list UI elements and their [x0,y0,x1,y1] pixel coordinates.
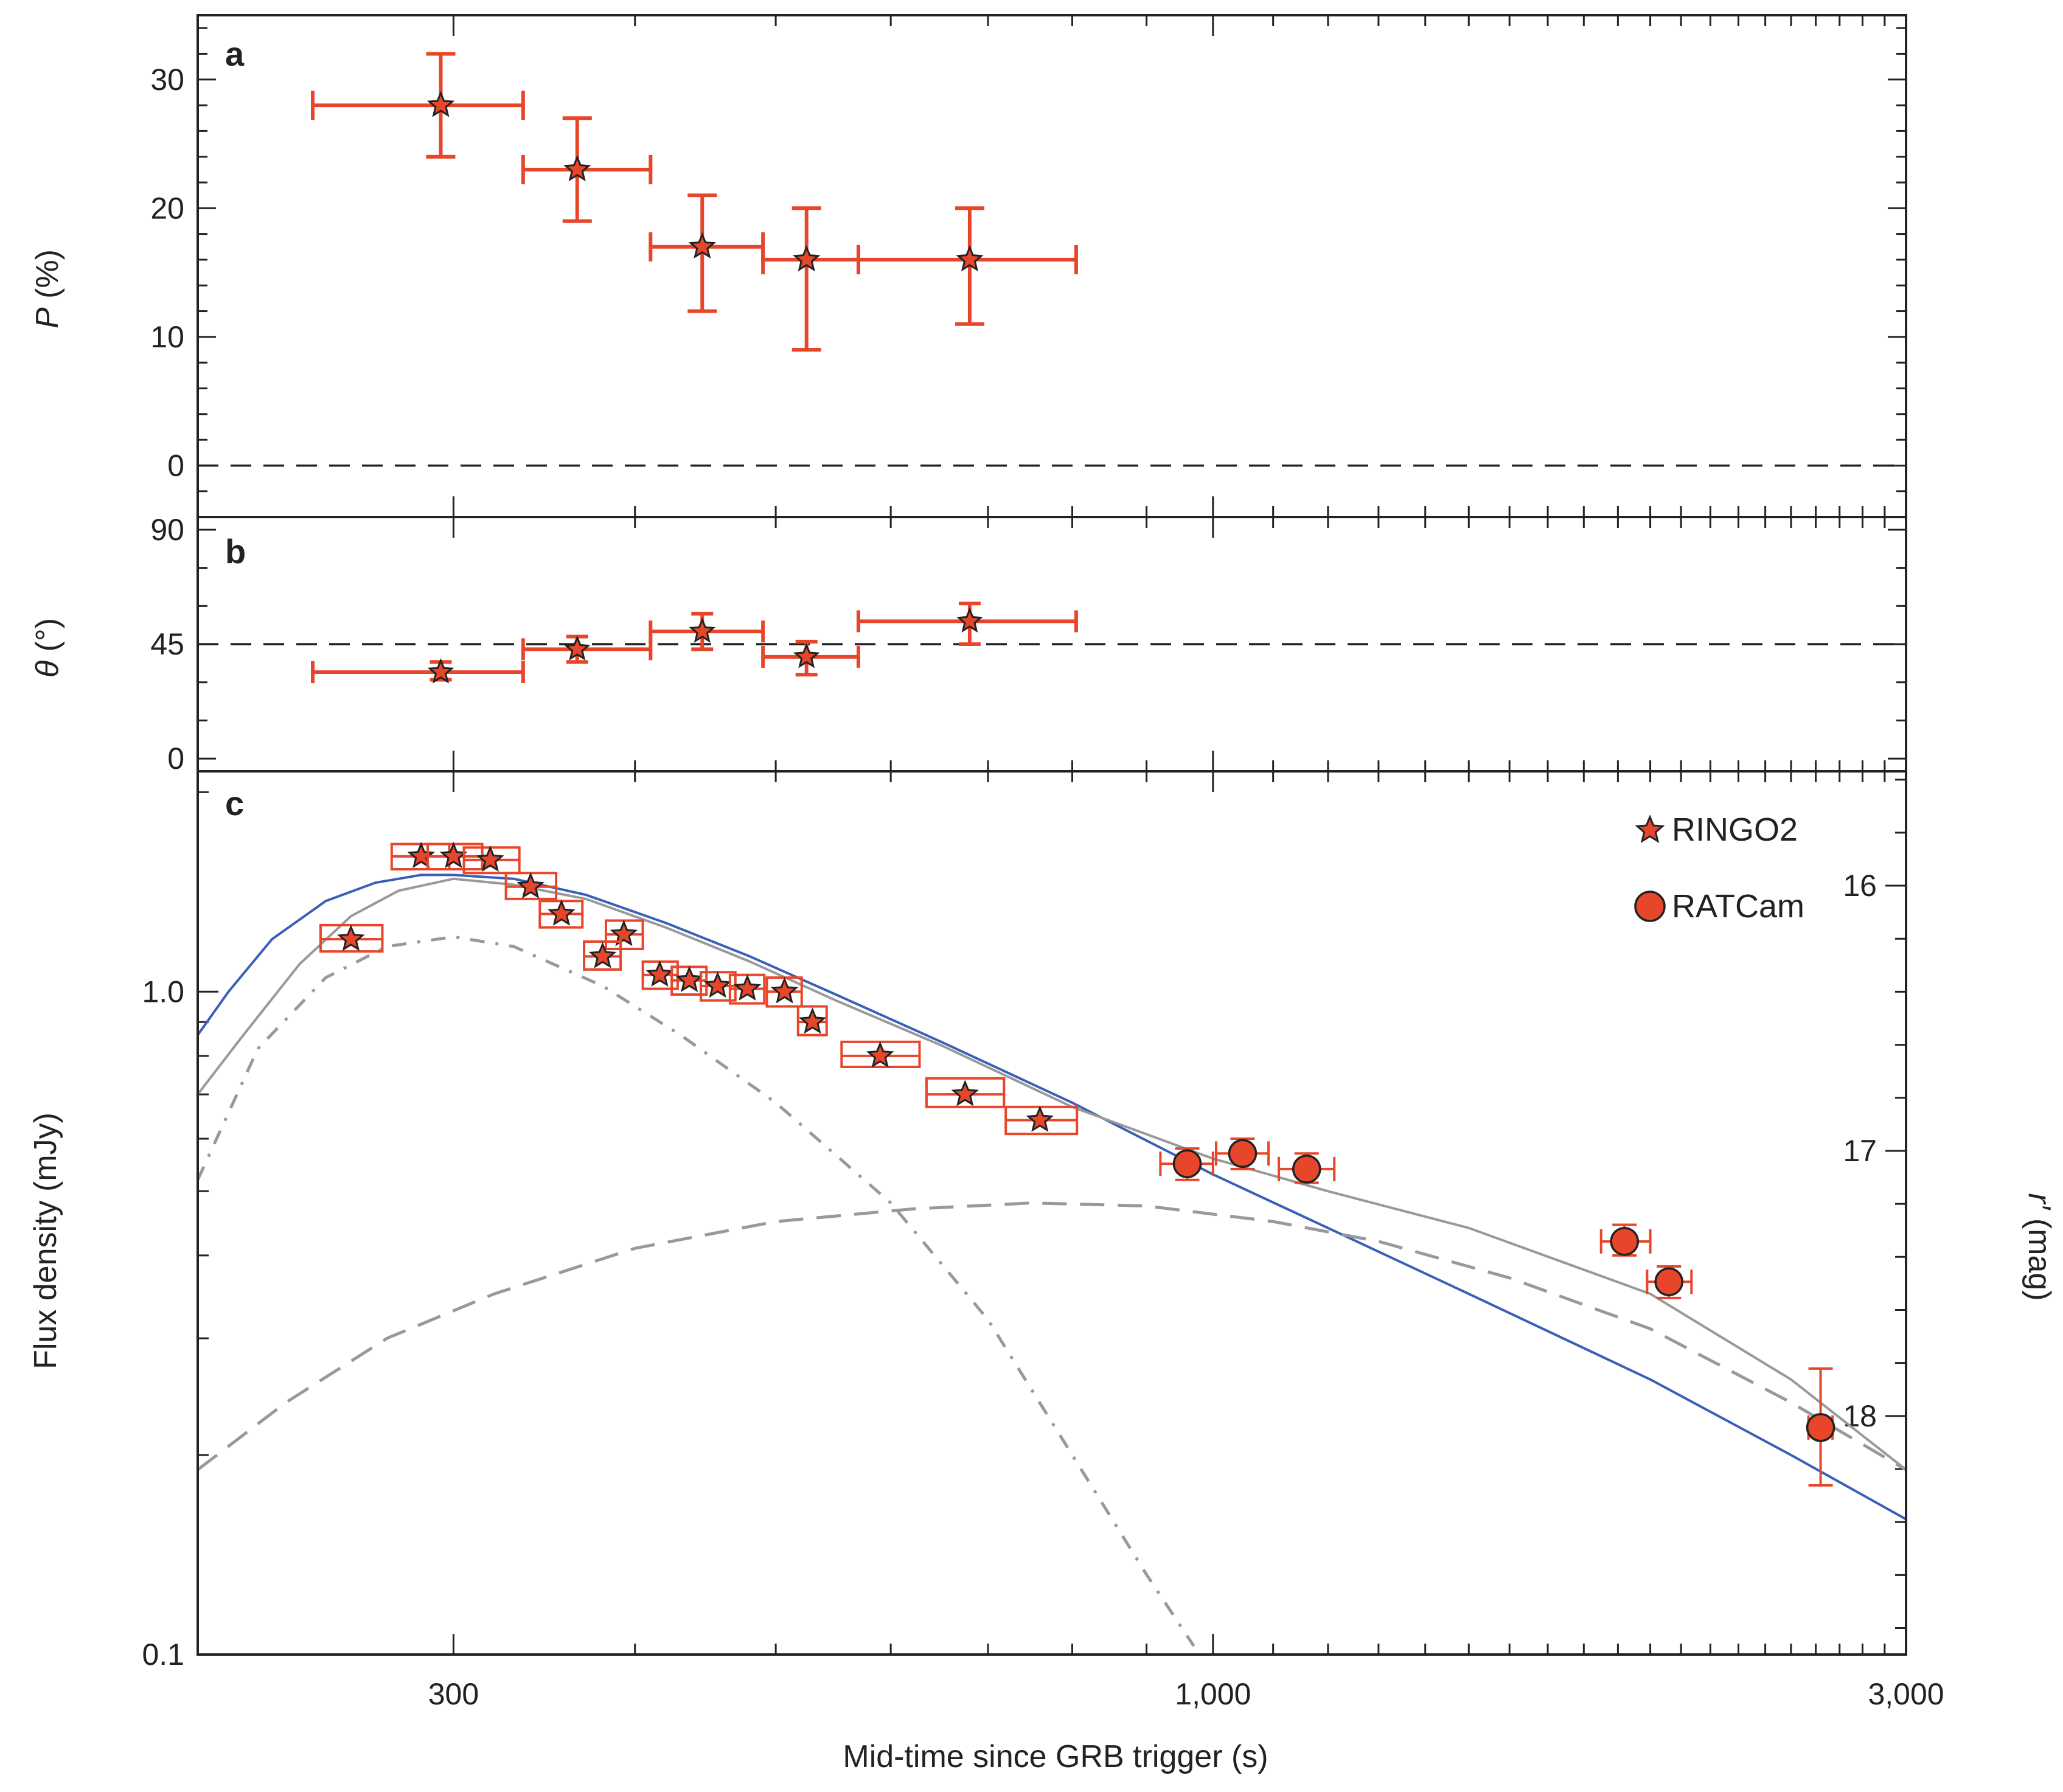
ratcam-point [1228,1139,1258,1169]
panel-b-star-point [793,642,820,669]
panel-b-ylabel: θ (°) [30,618,65,678]
panel-b-star-point [563,635,591,661]
legend-circle-icon [1634,891,1666,922]
ringo2-point [770,977,799,1004]
panel-a-ylabel-unit: (%) [30,249,65,307]
panel-c-right-tick-label: 16 [1843,869,1877,903]
legend-ringo2-marker [1635,814,1665,843]
panel-a-y-tick-label: 10 [150,320,184,354]
ringo2-point [439,841,468,869]
panel-c-x-tick-label: 300 [428,1677,479,1711]
panel-c: 300 1,000 3,000 0.1 1.0 16 17 18 c Flux density… [28,770,2057,1774]
panel-b-tag: b [225,532,246,571]
ringo2-point [337,925,365,951]
panel-b-star-point [427,658,454,684]
ringo2-point [675,965,703,993]
panel-c-right-tick-label: 18 [1843,1399,1877,1433]
ringo2-error-box [796,1005,828,1037]
ringo2-point [476,845,504,872]
panel-b-y-tick-label: 90 [150,513,184,547]
ringo2-point [548,899,576,926]
legend: RINGO2 RATCam [1634,811,1804,925]
panel-b: 0 45 90 b θ (°) [30,513,1907,776]
panel-b-plot-area: 0 45 90 [150,513,1907,776]
ringo2-point [1026,1105,1054,1132]
panel-b-y-tick-label: 0 [167,741,184,776]
panel-c-right-ylabel-symbol: r′ [2022,1193,2057,1210]
panel-b-ylabel-unit: (°) [30,618,65,661]
model-curve-grey-solid [198,877,1906,1471]
panel-a-y-tick-label: 30 [150,63,184,97]
panel-c-y-tick-label: 1.0 [142,974,184,1009]
ringo2-point [951,1080,979,1106]
panel-c-xlabel: Mid-time since GRB trigger (s) [843,1739,1268,1774]
ratcam-point [1172,1149,1202,1178]
ringo2-point [733,974,762,1001]
panel-c-x-tick-label: 3,000 [1868,1677,1944,1711]
panel-a-star-point [688,232,717,259]
legend-ringo2-label: RINGO2 [1672,811,1798,848]
panel-b-star-point [689,617,716,643]
model-curve-grey-dashed [198,1201,1906,1471]
panel-c-x-tick-label: 1,000 [1175,1677,1251,1711]
legend-star-icon [1635,814,1665,843]
panel-a-star-point [426,91,455,117]
panel-a-y-tick-label: 0 [167,448,184,482]
ringo2-point [517,872,544,899]
panel-a-y-tick-label: 20 [150,191,184,225]
panel-c-model-curves [198,873,1906,1647]
legend-ratcam-marker [1634,891,1666,922]
ratcam-point [1292,1155,1321,1184]
legend-ratcam-label: RATCam [1672,888,1804,925]
ratcam-point [1610,1227,1639,1256]
ringo2-point [798,1007,827,1034]
panel-a-star-point [563,155,591,182]
panel-c-tag: c [225,784,244,822]
panel-b-y-tick-label: 45 [150,627,184,661]
panel-c-plot-area: 300 1,000 3,000 0.1 1.0 16 17 18 [142,770,1944,1711]
ringo2-error-box [925,1077,1006,1108]
panel-b-star-point [956,607,983,633]
panel-a-star-point [956,245,984,272]
model-curve-blue-solid [198,873,1906,1521]
panel-c-y-tick-label: 0.1 [142,1637,184,1672]
panel-c-ylabel: Flux density (mJy) [28,1113,63,1369]
panel-b-ylabel-symbol: θ [30,661,65,678]
panel-c-right-ylabel: r′ (mag) [2022,1193,2057,1301]
ratcam-point [1806,1413,1835,1442]
ringo2-error-box [840,1040,921,1068]
panel-a-star-point [793,245,821,272]
panel-a-ylabel: P (%) [30,249,65,328]
ringo2-point [610,920,638,946]
panel-a-plot-area: 0 10 20 30 [150,14,1907,518]
ratcam-point [1654,1267,1683,1297]
panel-a: 0 10 20 30 a P (%) [30,14,1907,518]
panel-a-ylabel-symbol: P [30,307,65,328]
panel-a-tag: a [225,35,245,73]
ringo2-point [866,1041,894,1068]
ringo2-point [588,942,617,968]
panel-c-right-tick-label: 17 [1843,1134,1877,1168]
panel-c-frame [197,770,1907,1656]
ringo2-point [645,960,674,987]
ringo2-point [703,971,732,998]
panel-c-right-ylabel-unit: (mag) [2022,1209,2057,1301]
